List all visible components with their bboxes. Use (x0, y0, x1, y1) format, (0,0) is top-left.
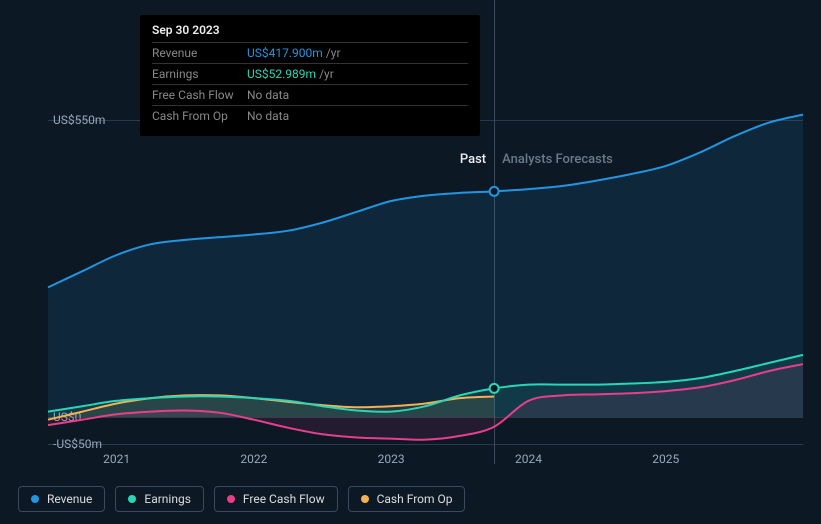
legend-dot-icon (128, 495, 136, 503)
tooltip-row: RevenueUS$417.900m/yr (152, 42, 468, 63)
legend-item-label: Revenue (47, 492, 92, 506)
legend-item-label: Earnings (144, 492, 191, 506)
chart-svg (48, 120, 803, 444)
tooltip-row-label: Cash From Op (152, 109, 247, 123)
chart-plot-area: US$550mUS$0-US$50m20212022202320242025Pa… (48, 120, 803, 444)
tooltip-row-value: No data (247, 109, 289, 123)
tooltip-row: EarningsUS$52.989m/yr (152, 63, 468, 84)
tooltip-row-value: No data (247, 88, 289, 102)
legend-dot-icon (31, 495, 39, 503)
legend-dot-icon (361, 495, 369, 503)
legend-item-label: Cash From Op (377, 492, 453, 506)
tooltip-row: Free Cash FlowNo data (152, 84, 468, 105)
legend-item-cfo[interactable]: Cash From Op (348, 486, 466, 512)
x-axis-label: 2022 (240, 452, 267, 466)
x-axis-label: 2023 (378, 452, 405, 466)
tooltip-row-label: Earnings (152, 67, 247, 81)
legend-item-earnings[interactable]: Earnings (115, 486, 204, 512)
tooltip-row-label: Free Cash Flow (152, 88, 247, 102)
tooltip-row-suffix: /yr (319, 67, 334, 81)
tooltip-row-value: US$417.900m (247, 46, 323, 60)
chart-tooltip: Sep 30 2023 RevenueUS$417.900m/yrEarning… (140, 15, 480, 136)
tooltip-date: Sep 30 2023 (152, 23, 468, 42)
tooltip-row-suffix: /yr (326, 46, 341, 60)
legend-item-revenue[interactable]: Revenue (18, 486, 105, 512)
tooltip-row-label: Revenue (152, 46, 247, 60)
x-axis-label: 2025 (652, 452, 679, 466)
legend-item-fcf[interactable]: Free Cash Flow (214, 486, 338, 512)
tooltip-row-value: US$52.989m (247, 67, 316, 81)
marker-revenue (490, 187, 499, 196)
x-axis-label: 2021 (103, 452, 130, 466)
legend-item-label: Free Cash Flow (243, 492, 325, 506)
chart-legend: Revenue Earnings Free Cash Flow Cash From O… (18, 486, 465, 512)
legend-dot-icon (227, 495, 235, 503)
tooltip-row: Cash From OpNo data (152, 105, 468, 126)
gridline (48, 444, 803, 445)
x-axis-label: 2024 (515, 452, 542, 466)
series-area-revenue (48, 115, 803, 417)
marker-earnings (490, 384, 499, 393)
